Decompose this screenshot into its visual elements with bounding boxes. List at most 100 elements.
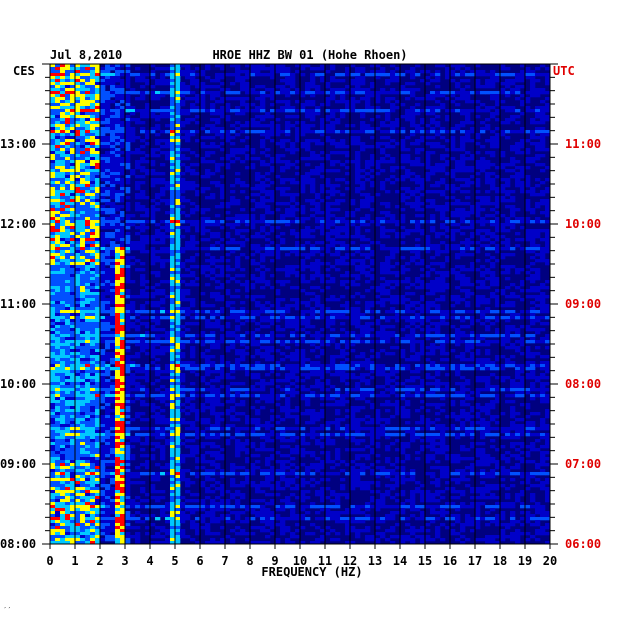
spectrogram-cell bbox=[355, 169, 361, 173]
spectrogram-cell bbox=[255, 304, 261, 308]
spectrogram-cell bbox=[300, 310, 306, 314]
spectrogram-cell bbox=[510, 208, 516, 212]
spectrogram-cell bbox=[395, 121, 401, 125]
spectrogram-cell bbox=[215, 109, 221, 113]
spectrogram-cell bbox=[250, 157, 256, 161]
spectrogram-cell bbox=[155, 154, 161, 158]
spectrogram-cell bbox=[250, 295, 256, 299]
spectrogram-cell bbox=[285, 265, 291, 269]
spectrogram-cell bbox=[260, 199, 266, 203]
spectrogram-cell bbox=[345, 154, 351, 158]
spectrogram-cell bbox=[75, 202, 81, 206]
spectrogram-cell bbox=[360, 268, 366, 272]
spectrogram-cell bbox=[285, 271, 291, 275]
spectrogram-cell bbox=[120, 112, 126, 116]
spectrogram-cell bbox=[220, 133, 226, 137]
spectrogram-cell bbox=[480, 271, 486, 275]
spectrogram-cell bbox=[85, 310, 91, 314]
spectrogram-cell bbox=[325, 211, 331, 215]
spectrogram-cell bbox=[515, 217, 521, 221]
spectrogram-cell bbox=[295, 181, 301, 185]
spectrogram-cell bbox=[95, 274, 101, 278]
spectrogram-cell bbox=[50, 142, 56, 146]
spectrogram-cell bbox=[350, 247, 356, 251]
spectrogram-cell bbox=[495, 118, 501, 122]
spectrogram-cell bbox=[400, 301, 406, 305]
spectrogram-cell bbox=[120, 268, 126, 272]
spectrogram-cell bbox=[205, 283, 211, 287]
spectrogram-cell bbox=[260, 217, 266, 221]
spectrogram-cell bbox=[180, 121, 186, 125]
spectrogram-cell bbox=[145, 292, 151, 296]
spectrogram-cell bbox=[105, 217, 111, 221]
spectrogram-cell bbox=[100, 157, 106, 161]
spectrogram-cell bbox=[540, 169, 546, 173]
spectrogram-cell bbox=[540, 88, 546, 92]
spectrogram-cell bbox=[400, 166, 406, 170]
spectrogram-cell bbox=[470, 175, 476, 179]
spectrogram-cell bbox=[125, 223, 131, 227]
spectrogram-cell bbox=[60, 283, 66, 287]
spectrogram-cell bbox=[175, 67, 181, 71]
spectrogram-cell bbox=[290, 322, 296, 326]
spectrogram-cell bbox=[90, 277, 96, 281]
spectrogram-cell bbox=[170, 316, 176, 320]
spectrogram-cell bbox=[60, 118, 66, 122]
spectrogram-cell bbox=[115, 133, 121, 137]
spectrogram-cell bbox=[410, 73, 416, 77]
spectrogram-cell bbox=[145, 208, 151, 212]
spectrogram-cell bbox=[120, 265, 126, 269]
spectrogram-cell bbox=[210, 277, 216, 281]
spectrogram-cell bbox=[170, 262, 176, 266]
spectrogram-cell bbox=[60, 82, 66, 86]
spectrogram-cell bbox=[150, 304, 156, 308]
spectrogram-cell bbox=[125, 289, 131, 293]
spectrogram-cell bbox=[350, 295, 356, 299]
spectrogram-cell bbox=[360, 148, 366, 152]
spectrogram-cell bbox=[340, 91, 346, 95]
spectrogram-cell bbox=[355, 178, 361, 182]
spectrogram-cell bbox=[185, 121, 191, 125]
spectrogram-cell bbox=[325, 247, 331, 251]
spectrogram-cell bbox=[200, 160, 206, 164]
spectrogram-cell bbox=[50, 274, 56, 278]
spectrogram-cell bbox=[275, 70, 281, 74]
spectrogram-cell bbox=[190, 103, 196, 107]
spectrogram-cell bbox=[275, 127, 281, 131]
spectrogram-cell bbox=[530, 316, 536, 320]
spectrogram-cell bbox=[150, 292, 156, 296]
spectrogram-cell bbox=[465, 157, 471, 161]
spectrogram-cell bbox=[460, 298, 466, 302]
spectrogram-cell bbox=[295, 136, 301, 140]
spectrogram-cell bbox=[140, 157, 146, 161]
spectrogram-cell bbox=[90, 253, 96, 257]
spectrogram-cell bbox=[210, 220, 216, 224]
spectrogram-cell bbox=[230, 250, 236, 254]
spectrogram-cell bbox=[390, 106, 396, 110]
spectrogram-cell bbox=[405, 262, 411, 266]
spectrogram-cell bbox=[455, 73, 461, 77]
spectrogram-cell bbox=[465, 109, 471, 113]
spectrogram-cell bbox=[190, 73, 196, 77]
spectrogram-cell bbox=[150, 286, 156, 290]
spectrogram-cell bbox=[80, 256, 86, 260]
spectrogram-cell bbox=[285, 166, 291, 170]
spectrogram-cell bbox=[480, 169, 486, 173]
spectrogram-cell bbox=[360, 175, 366, 179]
spectrogram-cell bbox=[240, 322, 246, 326]
spectrogram-cell bbox=[85, 202, 91, 206]
spectrogram-cell bbox=[390, 181, 396, 185]
spectrogram-cell bbox=[170, 319, 176, 323]
spectrogram-cell bbox=[355, 259, 361, 263]
spectrogram-cell bbox=[445, 115, 451, 119]
spectrogram-cell bbox=[85, 316, 91, 320]
spectrogram-cell bbox=[220, 202, 226, 206]
spectrogram-cell bbox=[235, 199, 241, 203]
spectrogram-cell bbox=[310, 100, 316, 104]
spectrogram-cell bbox=[160, 265, 166, 269]
spectrogram-cell bbox=[230, 241, 236, 245]
spectrogram-cell bbox=[455, 91, 461, 95]
spectrogram-cell bbox=[215, 310, 221, 314]
spectrogram-cell bbox=[235, 67, 241, 71]
spectrogram-cell bbox=[115, 274, 121, 278]
